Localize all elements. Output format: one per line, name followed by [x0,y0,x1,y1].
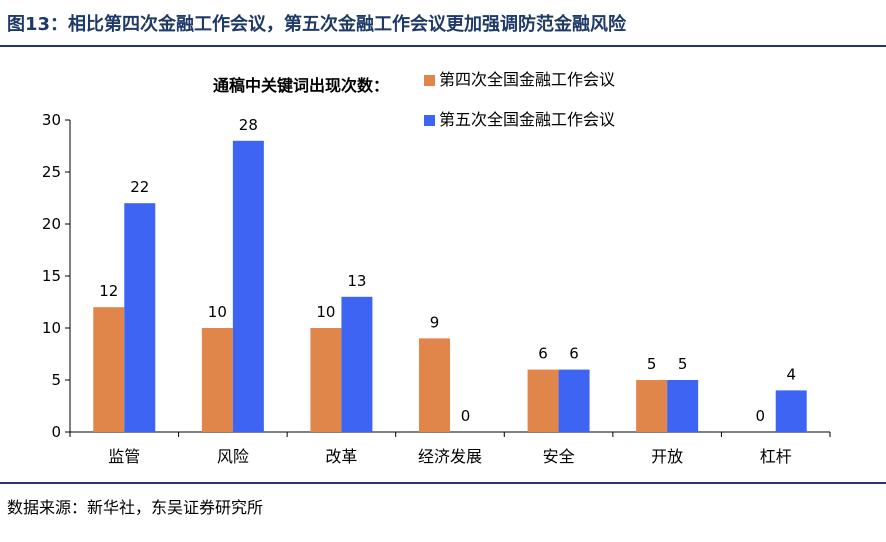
x-category-label: 改革 [325,447,357,466]
source-note: 数据来源：新华社，东吴证券研究所 [7,498,264,517]
y-tick-label: 20 [42,215,61,233]
data-label: 5 [647,355,657,373]
data-label: 9 [430,313,440,331]
bar-series-1 [310,328,342,432]
x-category-label: 经济发展 [418,447,482,466]
bar-series-2 [341,296,373,432]
bar-series-1 [636,380,668,432]
data-label: 6 [569,345,579,363]
x-category-label: 监管 [108,447,140,466]
data-label: 12 [99,282,118,300]
data-label: 10 [316,303,335,321]
y-tick-label: 15 [42,267,61,285]
bar-series-1 [419,338,450,432]
bar-series-2 [775,390,807,432]
legend-title: 通稿中关键词出现次数： [213,76,389,95]
bar-series-1 [93,307,125,432]
y-tick-label: 25 [42,163,61,181]
data-label: 4 [786,365,796,383]
bar-series-1 [527,369,559,432]
x-category-label: 安全 [543,447,575,466]
data-label: 0 [755,407,765,425]
title-rule [0,45,886,47]
bar-series-2 [124,203,156,432]
chart-bars: 12 22 10 28 10 13 9 0 6 6 5 5 0 4 [93,116,807,433]
legend-swatch-2 [424,115,435,126]
data-label: 5 [678,355,688,373]
y-tick-label: 5 [51,371,61,389]
figure-title: 图13：相比第四次金融工作会议，第五次金融工作会议更加强调防范金融风险 [7,14,627,35]
bar-series-2 [667,380,699,432]
data-label: 10 [208,303,227,321]
data-label: 13 [347,272,366,290]
x-category-label: 风险 [217,447,249,466]
y-tick-label: 30 [42,111,61,129]
chart-axes: 0 5 10 15 20 25 30 监管 风险 改革 经济发展 安全 开放 杠杆 [42,111,831,466]
data-label: 0 [461,407,471,425]
y-tick-label: 10 [42,319,61,337]
data-label: 28 [239,116,258,134]
x-category-label: 杠杆 [760,447,792,466]
data-label: 6 [538,345,548,363]
bar-series-2 [558,369,590,432]
legend-label: 第五次全国金融工作会议 [439,110,615,129]
y-tick-label: 0 [51,423,61,441]
x-category-label: 开放 [651,447,683,466]
bar-series-2 [232,140,264,433]
data-label: 22 [130,178,149,196]
source-rule [0,482,886,484]
legend-swatch-1 [424,75,435,86]
bar-series-1 [201,328,233,432]
legend-label: 第四次全国金融工作会议 [439,70,615,89]
